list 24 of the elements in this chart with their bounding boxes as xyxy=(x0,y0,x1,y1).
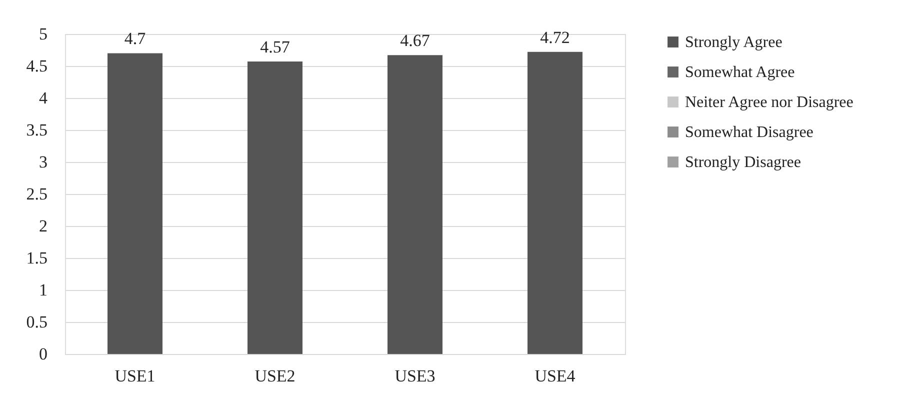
x-tick-label: USE1 xyxy=(114,366,156,386)
y-tick-label: 3.5 xyxy=(26,120,48,140)
x-tick-label: USE2 xyxy=(254,366,296,386)
data-label: 4.67 xyxy=(400,31,430,50)
legend-label: Strongly Disagree xyxy=(685,154,801,171)
data-label: 4.7 xyxy=(124,29,146,48)
data-label: 4.57 xyxy=(260,38,290,57)
data-label: 4.72 xyxy=(540,28,570,47)
legend-label: Somewhat Agree xyxy=(685,64,795,81)
y-tick-label: 4.5 xyxy=(26,56,48,76)
y-tick-label: 3 xyxy=(39,152,48,172)
x-tick-label: USE4 xyxy=(534,366,576,386)
y-tick-label: 0 xyxy=(39,344,48,364)
y-tick-label: 2 xyxy=(39,216,48,236)
x-tick-label: USE3 xyxy=(394,366,436,386)
y-tick-label: 4 xyxy=(39,88,48,108)
y-tick-label: 5 xyxy=(39,24,48,44)
legend-label: Strongly Agree xyxy=(685,34,782,51)
y-tick-label: 2.5 xyxy=(26,184,48,204)
y-tick-label: 1 xyxy=(39,280,48,300)
y-tick-label: 1.5 xyxy=(26,248,48,268)
legend-label: Somewhat Disagree xyxy=(685,124,814,141)
y-tick-label: 0.5 xyxy=(26,312,48,332)
legend-label: Neiter Agree nor Disagree xyxy=(685,94,854,111)
